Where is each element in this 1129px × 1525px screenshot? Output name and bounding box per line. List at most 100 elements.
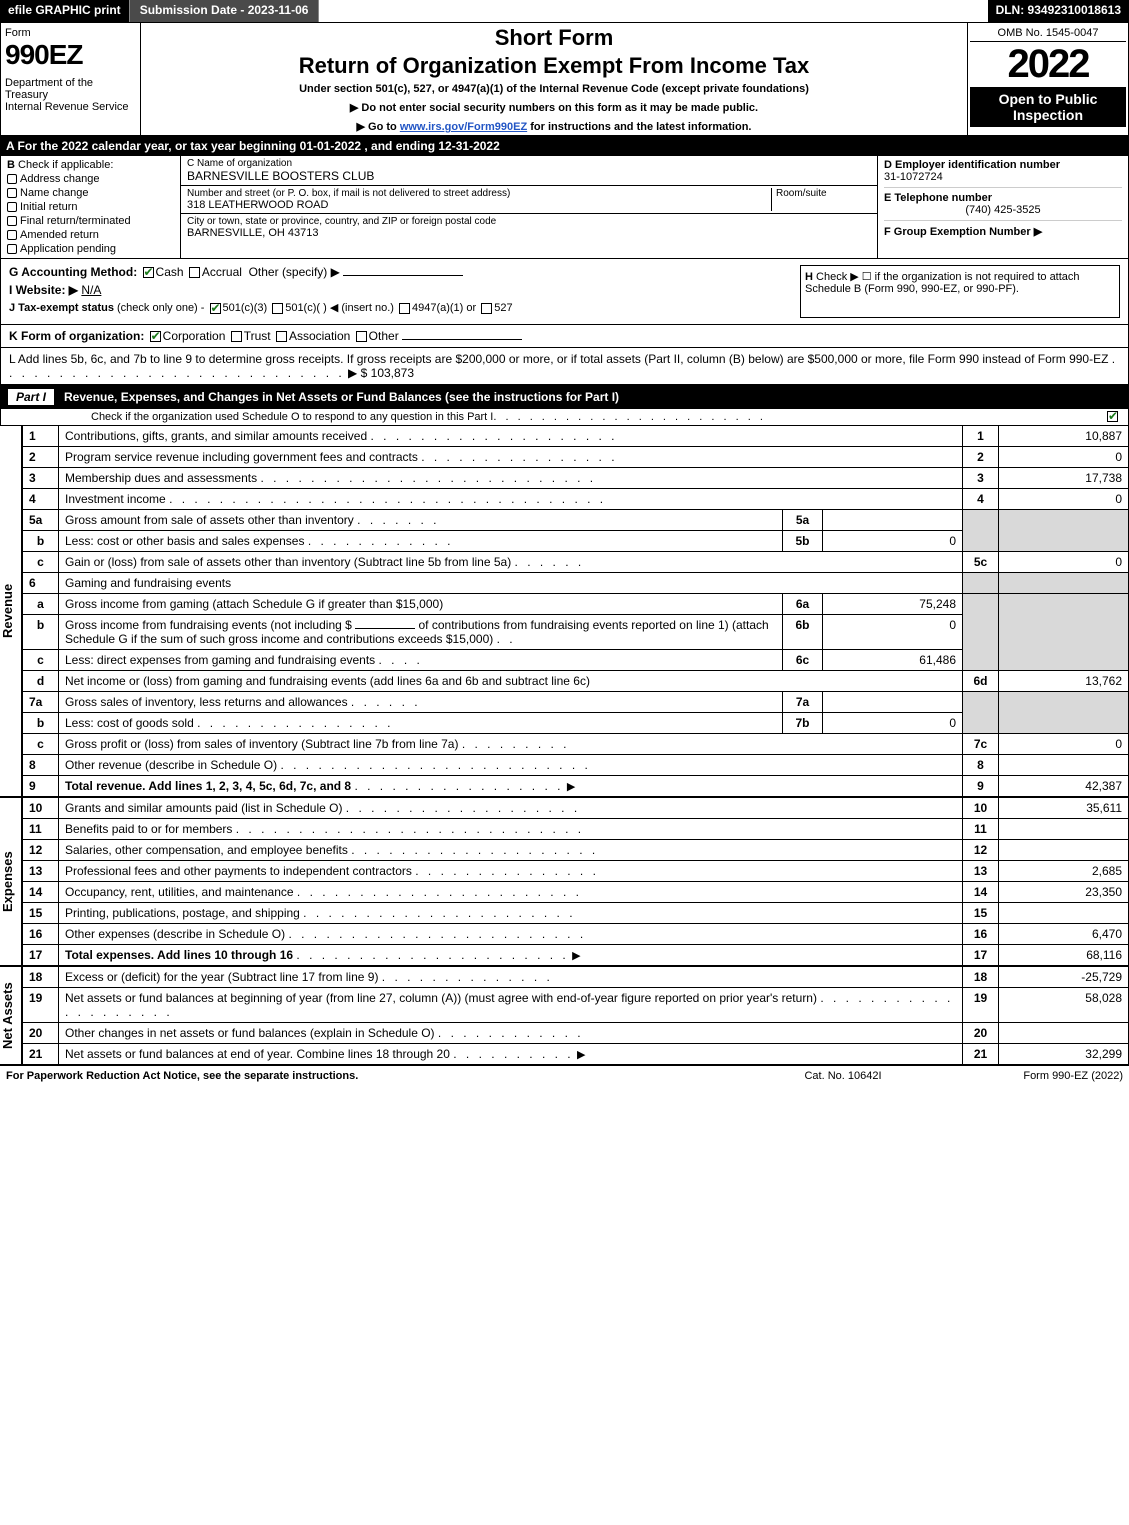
checkbox-527[interactable] xyxy=(481,303,492,314)
line-num: 14 xyxy=(23,882,59,903)
right-line-num: 12 xyxy=(963,840,999,861)
checkbox-name-change[interactable] xyxy=(7,188,17,198)
arrow-icon: ▶ xyxy=(572,950,580,962)
chk-label: Amended return xyxy=(20,229,99,241)
expenses-section: Expenses 10 Grants and similar amounts p… xyxy=(0,797,1129,966)
footer-paperwork-notice: For Paperwork Reduction Act Notice, see … xyxy=(6,1070,743,1082)
line-num: 19 xyxy=(23,988,59,1023)
city-state-zip: BARNESVILLE, OH 43713 xyxy=(187,227,871,239)
header-center: Short Form Return of Organization Exempt… xyxy=(141,23,968,135)
right-line-num: 14 xyxy=(963,882,999,903)
line-num: 3 xyxy=(23,468,59,489)
line-a-calendar-year: A For the 2022 calendar year, or tax yea… xyxy=(0,136,1129,156)
checkbox-cash[interactable] xyxy=(143,267,154,278)
line-desc: Total expenses. Add lines 10 through 16 xyxy=(65,948,293,962)
line-desc: Total revenue. Add lines 1, 2, 3, 4, 5c,… xyxy=(65,779,351,793)
right-line-num: 17 xyxy=(963,945,999,966)
line-desc: Grants and similar amounts paid (list in… xyxy=(65,801,342,815)
table-row: 20 Other changes in net assets or fund b… xyxy=(23,1023,1129,1044)
checkbox-corporation[interactable] xyxy=(150,331,161,342)
line-num: 16 xyxy=(23,924,59,945)
right-line-num: 4 xyxy=(963,489,999,510)
table-row: 3 Membership dues and assessments . . . … xyxy=(23,468,1129,489)
checkbox-501c[interactable] xyxy=(272,303,283,314)
line-num: c xyxy=(23,552,59,573)
check-if-label: Check if applicable: xyxy=(18,159,113,171)
table-row: 10 Grants and similar amounts paid (list… xyxy=(23,798,1129,819)
expenses-table: 10 Grants and similar amounts paid (list… xyxy=(22,797,1129,966)
inline-box-label: 6a xyxy=(783,594,823,615)
checkbox-amended-return[interactable] xyxy=(7,230,17,240)
efile-print-button[interactable]: efile GRAPHIC print xyxy=(0,0,130,22)
line-num: 2 xyxy=(23,447,59,468)
line-value: 68,116 xyxy=(999,945,1129,966)
other-specify-label: Other (specify) ▶ xyxy=(249,265,340,279)
line-desc: Gross amount from sale of assets other t… xyxy=(65,513,354,527)
organization-name: BARNESVILLE BOOSTERS CLUB xyxy=(187,169,871,183)
table-row: 16 Other expenses (describe in Schedule … xyxy=(23,924,1129,945)
right-line-num: 1 xyxy=(963,426,999,447)
city-label: City or town, state or province, country… xyxy=(187,216,871,227)
checkbox-4947[interactable] xyxy=(399,303,410,314)
checkbox-final-return[interactable] xyxy=(7,216,17,226)
table-row: 19 Net assets or fund balances at beginn… xyxy=(23,988,1129,1023)
arrow-icon: ▶ xyxy=(567,781,575,793)
checkbox-application-pending[interactable] xyxy=(7,244,17,254)
checkbox-initial-return[interactable] xyxy=(7,202,17,212)
line-desc: Occupancy, rent, utilities, and maintena… xyxy=(65,885,294,899)
line-desc: Professional fees and other payments to … xyxy=(65,864,412,878)
right-line-num: 11 xyxy=(963,819,999,840)
inline-box-value xyxy=(823,692,963,713)
j-insert: ◀ (insert no.) xyxy=(330,302,394,314)
table-row: 4 Investment income . . . . . . . . . . … xyxy=(23,489,1129,510)
line-value: 6,470 xyxy=(999,924,1129,945)
h-label: H xyxy=(805,271,813,283)
j-527: 527 xyxy=(494,302,512,314)
inline-box-label: 6c xyxy=(783,650,823,671)
department-label: Department of the Treasury Internal Reve… xyxy=(5,77,136,113)
line-l: L Add lines 5b, 6c, and 7b to line 9 to … xyxy=(0,348,1129,385)
inline-box-label: 6b xyxy=(783,615,823,650)
checkbox-schedule-o[interactable] xyxy=(1107,411,1118,422)
irs-link[interactable]: www.irs.gov/Form990EZ xyxy=(400,121,527,133)
line-desc: Gross sales of inventory, less returns a… xyxy=(65,695,348,709)
line-value xyxy=(999,840,1129,861)
line-k: K Form of organization: Corporation Trus… xyxy=(0,325,1129,348)
line-num: 9 xyxy=(23,776,59,797)
expenses-side-label: Expenses xyxy=(0,797,22,966)
line-value: 42,387 xyxy=(999,776,1129,797)
table-row: 14 Occupancy, rent, utilities, and maint… xyxy=(23,882,1129,903)
revenue-side-label: Revenue xyxy=(0,425,22,797)
ghij-left: G Accounting Method: Cash Accrual Other … xyxy=(9,265,790,318)
part-1-label: Part I xyxy=(8,389,54,405)
checkbox-501c3[interactable] xyxy=(210,303,221,314)
irs-link-note: ▶ Go to www.irs.gov/Form990EZ for instru… xyxy=(149,120,959,133)
inline-box-label: 7a xyxy=(783,692,823,713)
group-exemption: F Group Exemption Number ▶ xyxy=(884,225,1122,238)
line-desc: Gross income from gaming (attach Schedul… xyxy=(65,597,443,611)
inline-box-value xyxy=(823,510,963,531)
checkbox-other-org[interactable] xyxy=(356,331,367,342)
line-value: 0 xyxy=(999,489,1129,510)
checkbox-address-change[interactable] xyxy=(7,174,17,184)
checkbox-association[interactable] xyxy=(276,331,287,342)
line-num: 7a xyxy=(23,692,59,713)
shaded-cell xyxy=(999,692,1129,734)
section-c: C Name of organization BARNESVILLE BOOST… xyxy=(181,156,878,258)
form-number: 990EZ xyxy=(5,39,136,71)
checkbox-trust[interactable] xyxy=(231,331,242,342)
h-text: Check ▶ ☐ if the organization is not req… xyxy=(805,271,1080,295)
g-label: G Accounting Method: xyxy=(9,265,137,279)
phone-label: E Telephone number xyxy=(884,192,992,204)
inline-box-label: 5b xyxy=(783,531,823,552)
line-desc: Net assets or fund balances at end of ye… xyxy=(65,1047,450,1061)
line-desc: Investment income xyxy=(65,492,166,506)
table-row: 8 Other revenue (describe in Schedule O)… xyxy=(23,755,1129,776)
line-desc: Printing, publications, postage, and shi… xyxy=(65,906,300,920)
line-num: c xyxy=(23,734,59,755)
section-ghij: G Accounting Method: Cash Accrual Other … xyxy=(0,259,1129,325)
page-footer: For Paperwork Reduction Act Notice, see … xyxy=(0,1065,1129,1086)
checkbox-accrual[interactable] xyxy=(189,267,200,278)
right-line-num: 2 xyxy=(963,447,999,468)
line-num: 21 xyxy=(23,1044,59,1065)
